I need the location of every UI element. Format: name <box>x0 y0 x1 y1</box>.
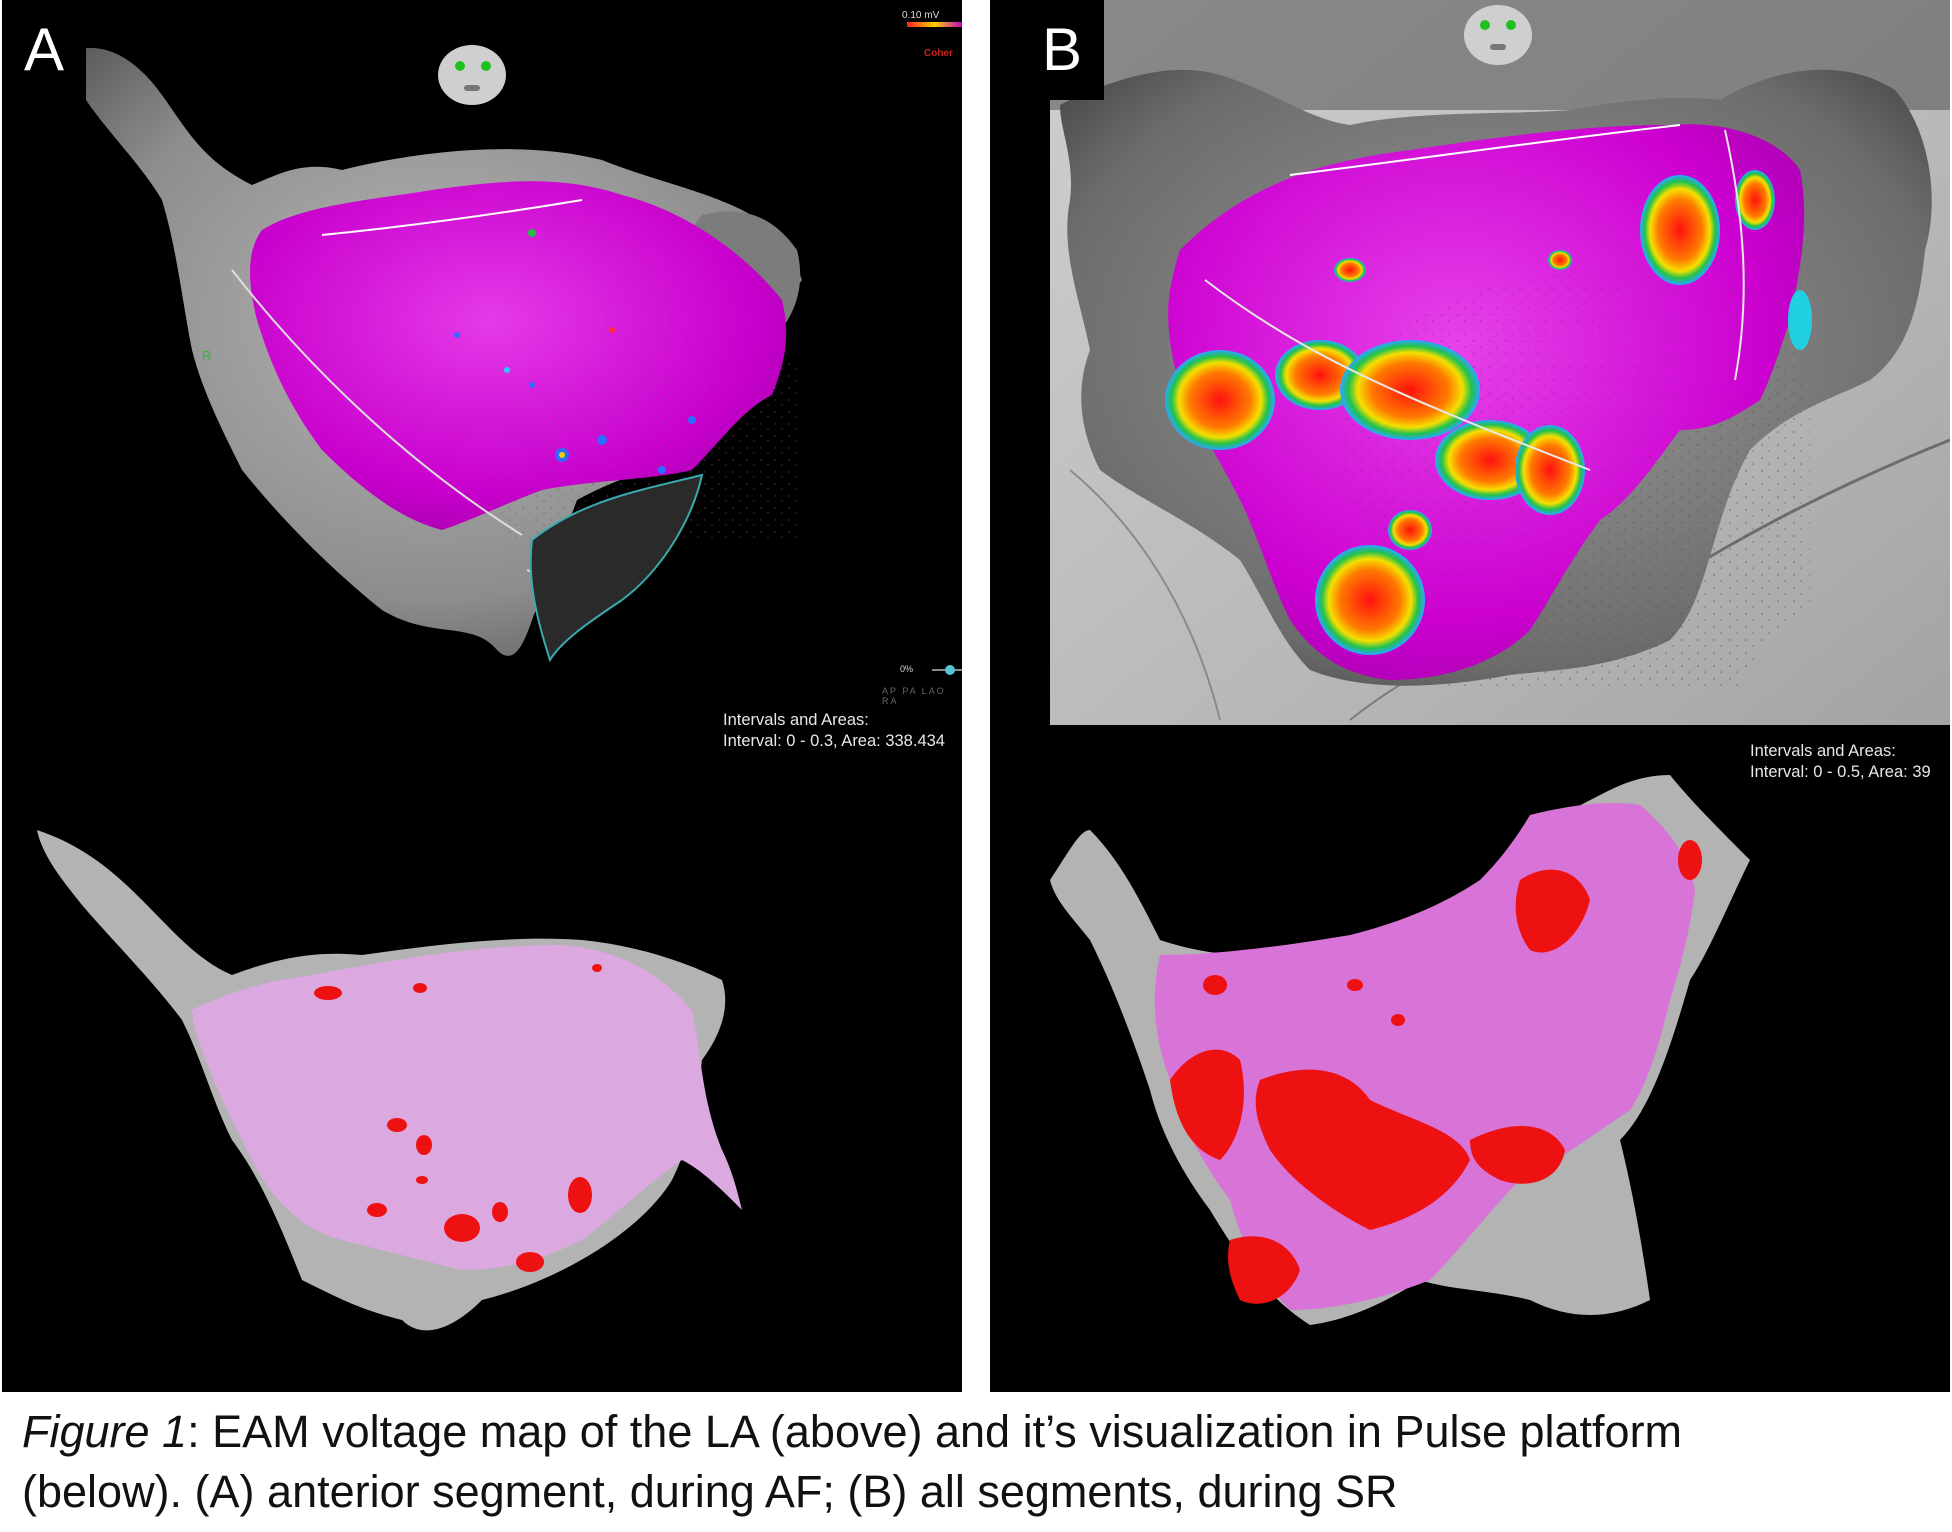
figure-caption: Figure 1: EAM voltage map of the LA (abo… <box>22 1402 1942 1522</box>
annotation-line-b3 <box>1724 129 1745 381</box>
figure-label: Figure 1 <box>22 1406 188 1457</box>
low-voltage-spots-a <box>454 229 696 474</box>
intervals-areas-a: Intervals and Areas: Interval: 0 - 0.3, … <box>723 710 945 752</box>
annotation-line-b2 <box>1204 279 1591 471</box>
scar-regions-a <box>314 964 602 1272</box>
slider-label-a: 0% <box>900 664 914 674</box>
orientation-face-icon-a <box>438 45 506 105</box>
intervals-value-b: Interval: 0 - 0.5, Area: 39 <box>1750 763 1931 781</box>
scale-label-a: 0.10 mV <box>902 10 940 21</box>
voltage-scale-bar-a <box>907 22 962 27</box>
caption-line-2: (below). (A) anterior segment, during AF… <box>22 1466 1398 1517</box>
intervals-title-b: Intervals and Areas: <box>1750 742 1896 760</box>
marker-r-a: R <box>202 348 211 363</box>
intervals-title-a: Intervals and Areas: <box>723 711 869 729</box>
intervals-value-a: Interval: 0 - 0.3, Area: 338.434 <box>723 732 945 750</box>
transparency-slider-a[interactable] <box>932 665 962 675</box>
scale-label2-a: Coher <box>924 48 953 59</box>
caption-text-1: : EAM voltage map of the LA (above) and … <box>187 1406 1683 1457</box>
caption-line-1: Figure 1: EAM voltage map of the LA (abo… <box>22 1402 1942 1462</box>
panel-a: A <box>2 0 962 1392</box>
orientation-face-icon-b <box>1464 5 1532 65</box>
intervals-areas-b: Intervals and Areas: Interval: 0 - 0.5, … <box>1750 741 1931 783</box>
panel-b: B Intervals and Areas: Interval: 0 - 0.5… <box>990 0 1950 1392</box>
pulse-map-a <box>192 945 742 1270</box>
view-label-a: AP PA LAO RA <box>882 686 946 706</box>
scar-regions-b <box>1170 840 1702 1304</box>
annotation-line-b1 <box>1289 124 1681 176</box>
panel-letter-b: B <box>1020 0 1104 100</box>
valve-opening-a <box>529 473 704 663</box>
panel-b-visualization <box>1050 0 1950 1325</box>
annotation-line-1 <box>321 199 583 236</box>
panel-letter-a: A <box>2 0 86 100</box>
annotation-line-2 <box>231 269 523 536</box>
low-voltage-patches-b <box>1165 170 1812 655</box>
panel-a-visualization: R <box>37 22 962 1331</box>
